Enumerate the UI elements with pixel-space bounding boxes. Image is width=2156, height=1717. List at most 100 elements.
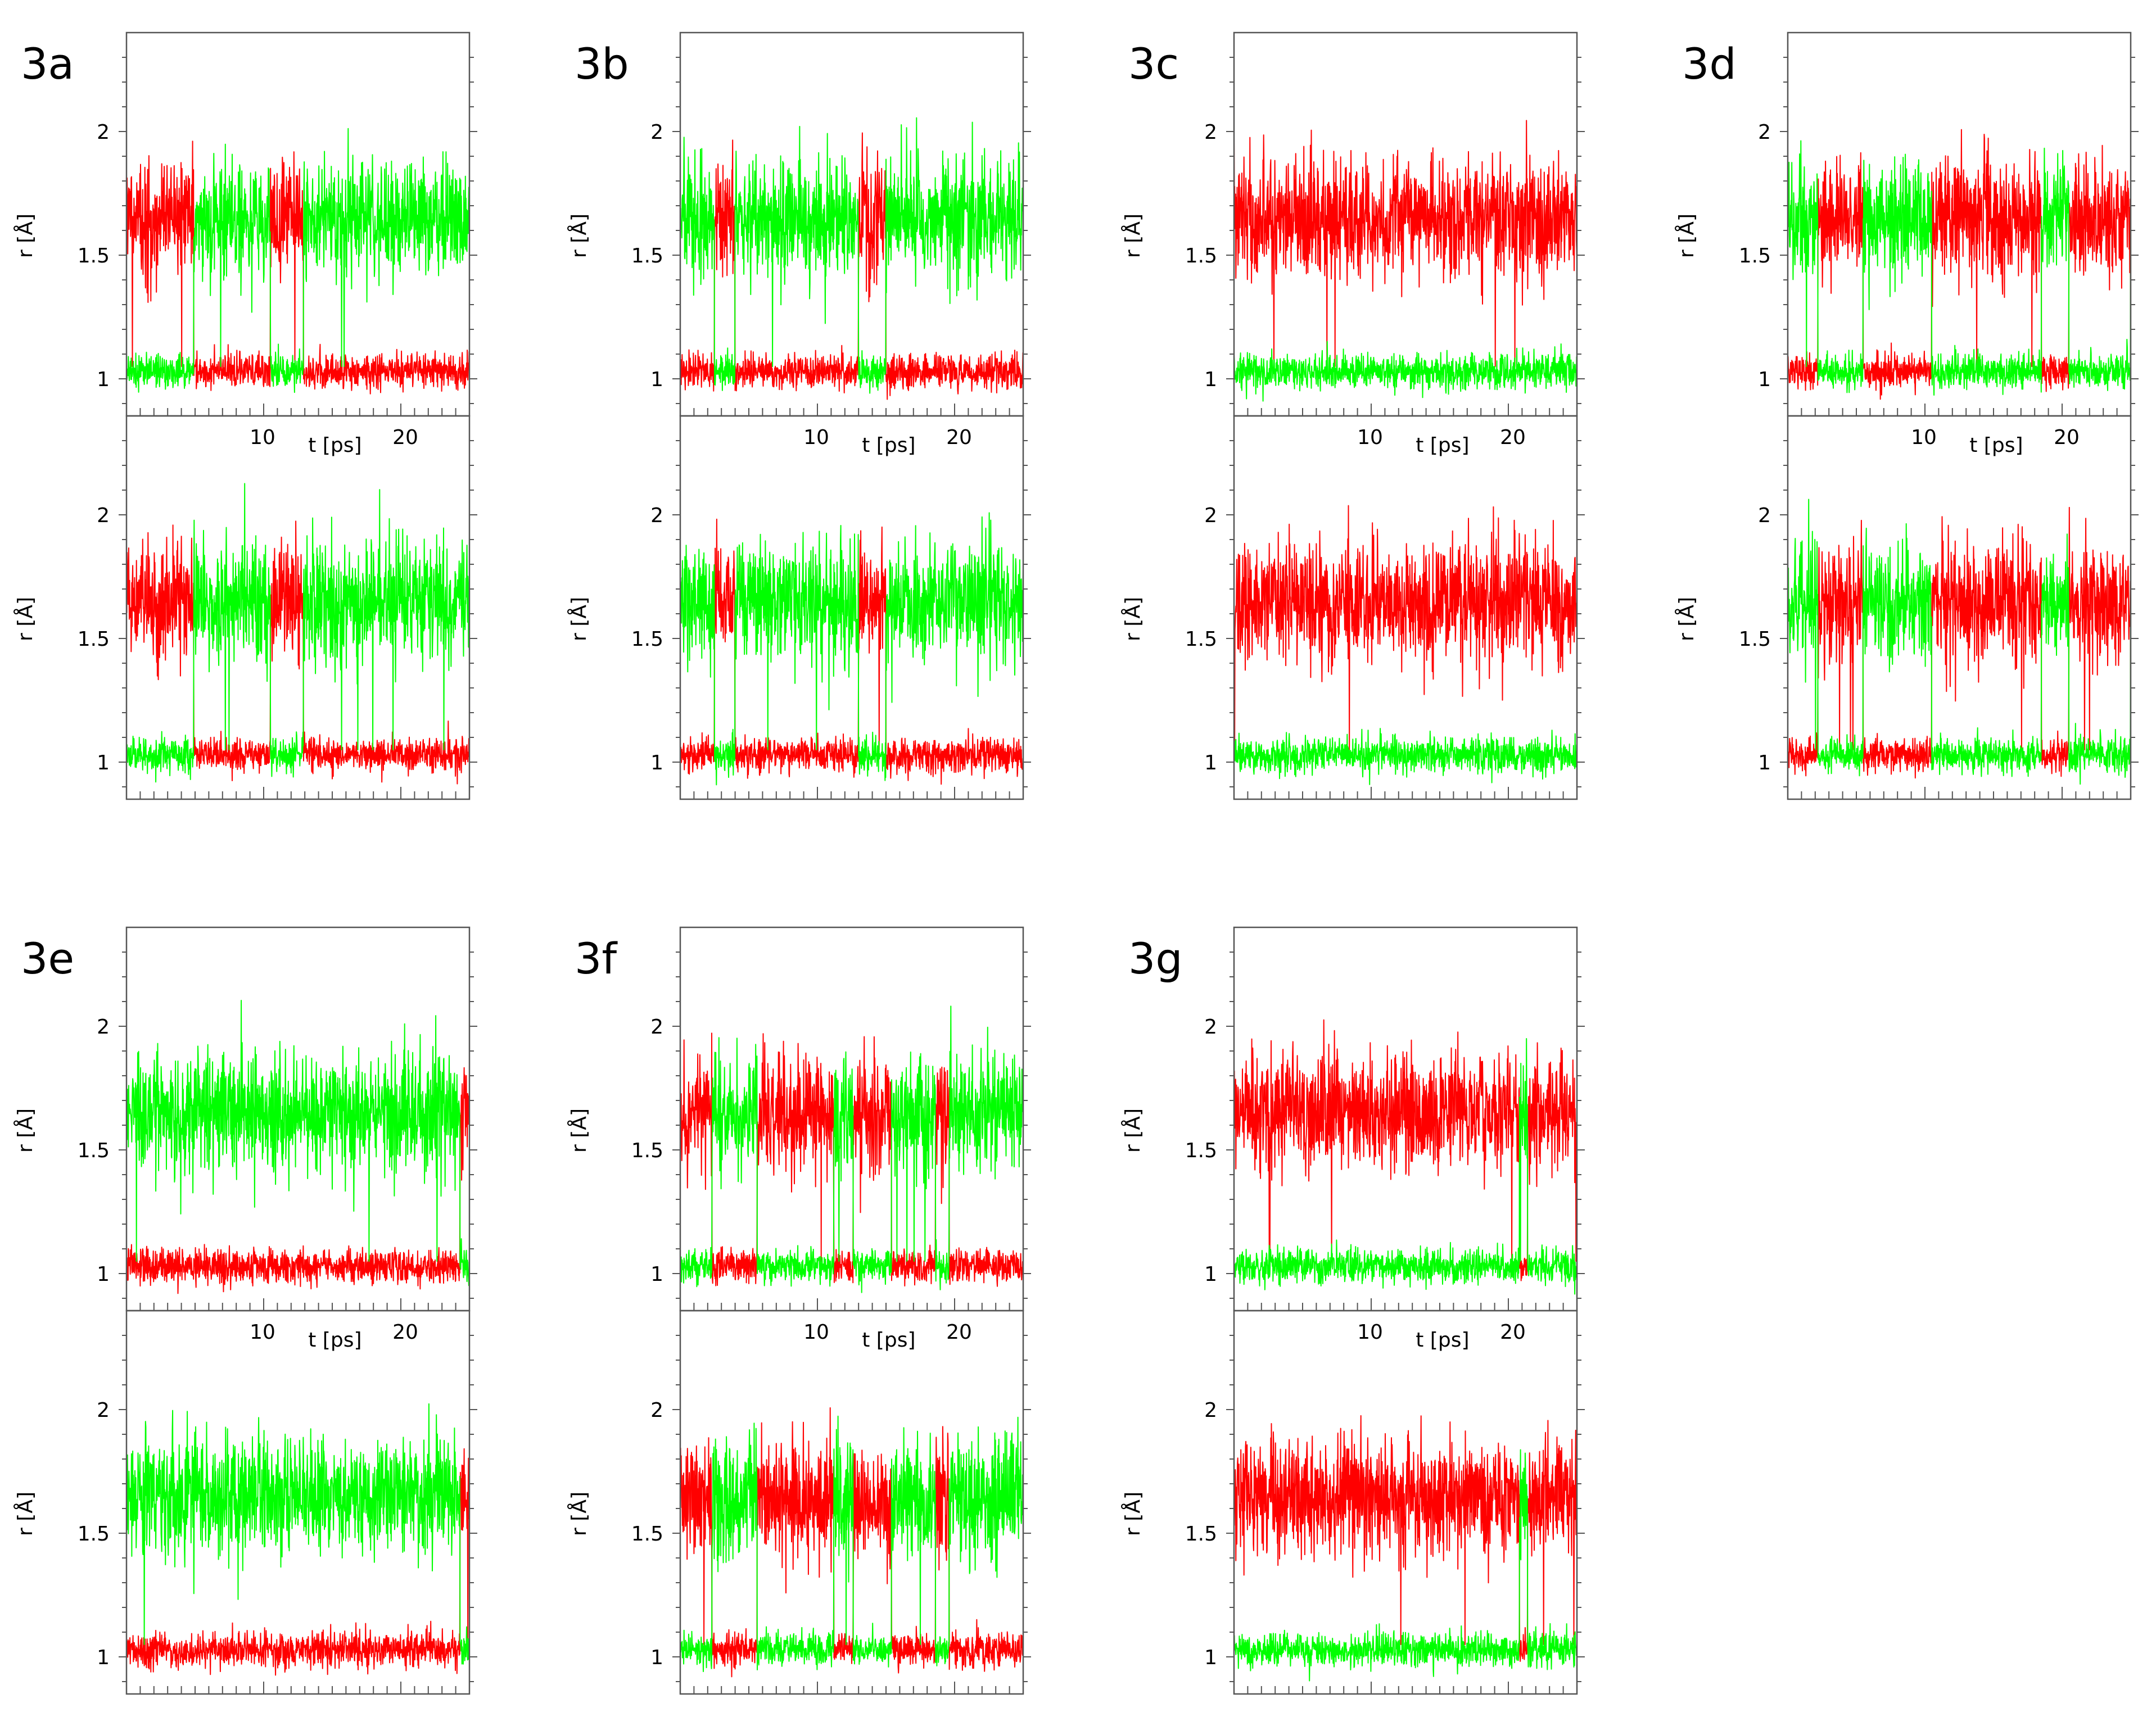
y-axis-label: r [Å] bbox=[1120, 1492, 1145, 1536]
y-axis-label: r [Å] bbox=[13, 597, 37, 641]
x-tick-label: 20 bbox=[392, 426, 418, 449]
x-axis-label: t [ps] bbox=[1416, 1329, 1469, 1352]
y-tick-label: 1 bbox=[650, 1646, 663, 1669]
y-tick-label: 1.5 bbox=[78, 1139, 110, 1162]
y-tick-label: 1.5 bbox=[78, 1523, 110, 1546]
x-axis-label: t [ps] bbox=[308, 1329, 361, 1352]
series-red-line bbox=[126, 520, 470, 785]
axes-frame bbox=[1787, 415, 2132, 800]
panel-3e: 3e 1 1.5 2 r [Å] 10 20 t [ps] 1 1.5 2 r [Å] bbox=[13, 926, 477, 1695]
x-tick-label: 10 bbox=[1357, 1321, 1383, 1344]
y-tick-label: 1.5 bbox=[631, 1523, 663, 1546]
y-tick-label: 1 bbox=[1204, 1263, 1217, 1286]
series-green-line bbox=[1233, 728, 1578, 785]
series-red-line bbox=[680, 1032, 1024, 1287]
series-green-line bbox=[126, 128, 470, 393]
x-tick-label: 10 bbox=[250, 426, 275, 449]
panel-3c: 3c 1 1.5 2 r [Å] 10 20 t [ps] 1 1.5 2 r [Å] bbox=[1120, 31, 1585, 800]
y-axis-label: r [Å] bbox=[13, 1492, 37, 1536]
series-green-line bbox=[680, 117, 1024, 394]
series-red-line bbox=[1787, 129, 2131, 400]
y-axis-label: r [Å] bbox=[1120, 214, 1145, 258]
series-green-line bbox=[680, 512, 1024, 786]
x-axis-label: t [ps] bbox=[1416, 434, 1469, 457]
panel-label: 3d bbox=[1682, 39, 1737, 89]
y-tick-label: 1 bbox=[650, 368, 663, 391]
panel-3d: 3d 1 1.5 2 r [Å] 10 20 t [ps] 1 1.5 2 r [Å] bbox=[1674, 31, 2139, 800]
panel-label: 3c bbox=[1128, 39, 1179, 89]
subplot-top: 1 1.5 2 r [Å] 10 20 t [ps] bbox=[567, 31, 1031, 457]
y-tick-label: 1 bbox=[97, 1263, 110, 1286]
y-tick-label: 1.5 bbox=[1185, 628, 1217, 651]
y-tick-label: 1 bbox=[97, 1646, 110, 1669]
y-tick-label: 2 bbox=[650, 1016, 663, 1039]
y-tick-label: 1.5 bbox=[1185, 1139, 1217, 1162]
y-tick-label: 1 bbox=[1204, 1646, 1217, 1669]
series-red-line bbox=[1233, 1019, 1578, 1281]
y-tick-label: 1.5 bbox=[1739, 628, 1771, 651]
x-axis-label: t [ps] bbox=[308, 434, 361, 457]
y-axis-label: r [Å] bbox=[1674, 597, 1698, 641]
series-red-line bbox=[126, 1448, 470, 1676]
subplot-top: 1 1.5 2 r [Å] 10 20 t [ps] bbox=[1120, 926, 1585, 1352]
panel-label: 3a bbox=[21, 39, 74, 89]
axes-frame bbox=[1233, 415, 1578, 800]
y-tick-label: 1 bbox=[1758, 751, 1771, 774]
y-tick-label: 1 bbox=[1204, 751, 1217, 774]
y-tick-label: 2 bbox=[1758, 121, 1771, 144]
y-axis-label: r [Å] bbox=[567, 597, 591, 641]
x-tick-label: 10 bbox=[803, 426, 829, 449]
axes-frame bbox=[679, 415, 1024, 800]
series-green-line bbox=[680, 1005, 1024, 1293]
y-axis-label: r [Å] bbox=[567, 1108, 591, 1153]
series-green-line bbox=[1787, 140, 2131, 396]
y-axis-label: r [Å] bbox=[13, 214, 37, 258]
series-red-line bbox=[126, 1067, 470, 1294]
subplot-bottom: 1 1.5 2 r [Å] bbox=[13, 415, 477, 800]
y-tick-label: 1 bbox=[650, 751, 663, 774]
y-tick-label: 2 bbox=[1204, 1016, 1217, 1039]
panel-3a: 3a 1 1.5 2 r [Å] 10 20 t [ps] 1 1.5 2 r [Å] bbox=[13, 31, 477, 800]
subplot-bottom: 1 1.5 2 r [Å] bbox=[567, 1310, 1031, 1695]
y-tick-label: 2 bbox=[97, 1399, 110, 1422]
series-green-line bbox=[1233, 1038, 1578, 1295]
subplot-top: 1 1.5 2 r [Å] 10 20 t [ps] bbox=[13, 926, 477, 1352]
subplot-bottom: 1 1.5 2 r [Å] bbox=[567, 415, 1031, 800]
series-red-line bbox=[680, 518, 1024, 785]
subplot-bottom: 1 1.5 2 r [Å] bbox=[1674, 415, 2139, 800]
panel-3f: 3f 1 1.5 2 r [Å] 10 20 t [ps] 1 1.5 2 r [Å] bbox=[567, 926, 1031, 1695]
y-tick-label: 1 bbox=[1758, 368, 1771, 391]
y-tick-label: 1.5 bbox=[78, 244, 110, 268]
y-tick-label: 2 bbox=[650, 121, 663, 144]
y-axis-label: r [Å] bbox=[567, 1492, 591, 1536]
series-green-line bbox=[1787, 499, 2131, 785]
axes-frame bbox=[125, 1310, 471, 1695]
y-tick-label: 1 bbox=[1204, 368, 1217, 391]
x-tick-label: 20 bbox=[946, 426, 972, 449]
y-axis-label: r [Å] bbox=[1120, 597, 1145, 641]
x-tick-label: 20 bbox=[946, 1321, 972, 1344]
y-axis-label: r [Å] bbox=[13, 1108, 37, 1153]
panel-3b: 3b 1 1.5 2 r [Å] 10 20 t [ps] 1 1.5 2 r [Å] bbox=[567, 31, 1031, 800]
series-green-line bbox=[1233, 1449, 1578, 1682]
x-tick-label: 10 bbox=[1911, 426, 1937, 449]
y-tick-label: 1.5 bbox=[631, 244, 663, 268]
series-red-line bbox=[680, 132, 1024, 400]
y-tick-label: 2 bbox=[97, 121, 110, 144]
y-tick-label: 1 bbox=[97, 368, 110, 391]
y-axis-label: r [Å] bbox=[567, 214, 591, 258]
axes-frame bbox=[1233, 1310, 1578, 1695]
subplot-top: 1 1.5 2 r [Å] 10 20 t [ps] bbox=[1120, 31, 1585, 457]
x-tick-label: 20 bbox=[1500, 426, 1526, 449]
y-axis-label: r [Å] bbox=[1120, 1108, 1145, 1153]
y-tick-label: 2 bbox=[1204, 121, 1217, 144]
axes-frame bbox=[125, 415, 471, 800]
x-axis-label: t [ps] bbox=[1969, 434, 2023, 457]
panel-label: 3f bbox=[575, 934, 618, 984]
y-tick-label: 1 bbox=[650, 1263, 663, 1286]
y-tick-label: 2 bbox=[650, 504, 663, 527]
panel-label: 3e bbox=[21, 934, 74, 984]
panel-label: 3g bbox=[1128, 934, 1183, 984]
series-green-line bbox=[126, 1403, 470, 1665]
